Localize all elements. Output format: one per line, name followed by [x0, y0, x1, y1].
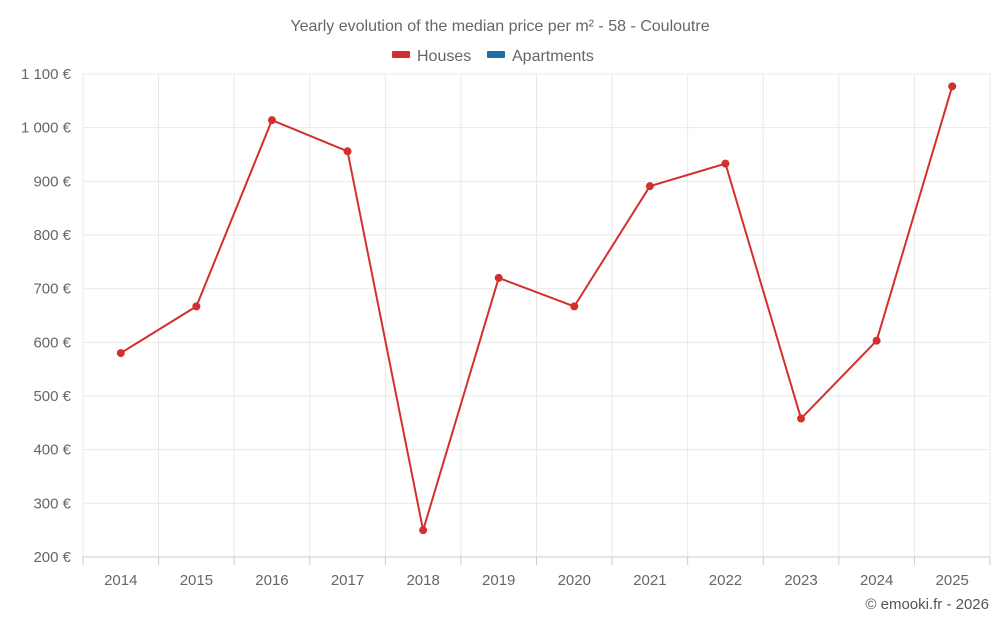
legend-swatch-houses [392, 51, 410, 58]
x-tick-label: 2022 [709, 572, 742, 589]
y-tick-label: 700 € [33, 281, 71, 298]
y-tick-label: 800 € [33, 227, 71, 244]
series-houses [116, 82, 957, 535]
y-tick-label: 200 € [33, 549, 71, 566]
data-point-houses[interactable] [570, 302, 579, 311]
y-tick-label: 300 € [33, 495, 71, 512]
data-point-houses[interactable] [419, 526, 428, 535]
x-tick-label: 2017 [331, 572, 364, 589]
y-tick-label: 1 000 € [21, 120, 72, 137]
data-point-houses[interactable] [645, 182, 654, 191]
y-tick-label: 600 € [33, 334, 71, 351]
data-point-houses[interactable] [267, 116, 276, 125]
legend: Houses Apartments [392, 48, 594, 65]
x-tick-label: 2021 [633, 572, 666, 589]
legend-item-apartments[interactable]: Apartments [487, 48, 594, 65]
x-tick-label: 2025 [936, 572, 969, 589]
y-axis: 200 € 300 € 400 € 500 € 600 € 700 € 800 € 900 €… [21, 66, 72, 566]
data-point-houses[interactable] [797, 414, 806, 423]
y-tick-label: 400 € [33, 442, 71, 459]
x-tick-label: 2015 [180, 572, 213, 589]
y-tick-label: 1 100 € [21, 66, 72, 83]
series-line-houses [120, 86, 954, 532]
y-tick-label: 500 € [33, 388, 71, 405]
data-point-houses[interactable] [721, 159, 730, 168]
data-point-houses[interactable] [343, 147, 352, 156]
x-tick-label: 2020 [558, 572, 591, 589]
x-tick-label: 2019 [482, 572, 515, 589]
legend-label-apartments: Apartments [512, 48, 594, 65]
y-tick-label: 900 € [33, 173, 71, 190]
data-point-houses[interactable] [872, 336, 881, 345]
data-point-houses[interactable] [494, 273, 503, 282]
legend-label-houses: Houses [417, 48, 471, 65]
grid [82, 73, 991, 557]
legend-item-houses[interactable]: Houses [392, 48, 471, 65]
data-point-houses[interactable] [116, 349, 125, 358]
x-tick-label: 2023 [784, 572, 817, 589]
x-tick-label: 2016 [255, 572, 288, 589]
chart-title: Yearly evolution of the median price per… [290, 18, 709, 35]
x-tick-label: 2018 [406, 572, 439, 589]
x-axis: 2014 2015 2016 2017 2018 2019 2020 2021 2022 2023… [82, 556, 991, 589]
x-tick-label: 2024 [860, 572, 893, 589]
x-tick-label: 2014 [104, 572, 137, 589]
data-point-houses[interactable] [192, 302, 201, 311]
credit: © emooki.fr - 2026 [865, 596, 989, 613]
legend-swatch-apartments [487, 51, 505, 58]
data-point-houses[interactable] [948, 82, 957, 91]
